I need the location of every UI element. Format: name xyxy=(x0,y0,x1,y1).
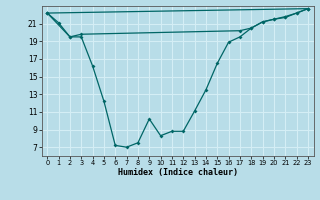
X-axis label: Humidex (Indice chaleur): Humidex (Indice chaleur) xyxy=(118,168,237,177)
